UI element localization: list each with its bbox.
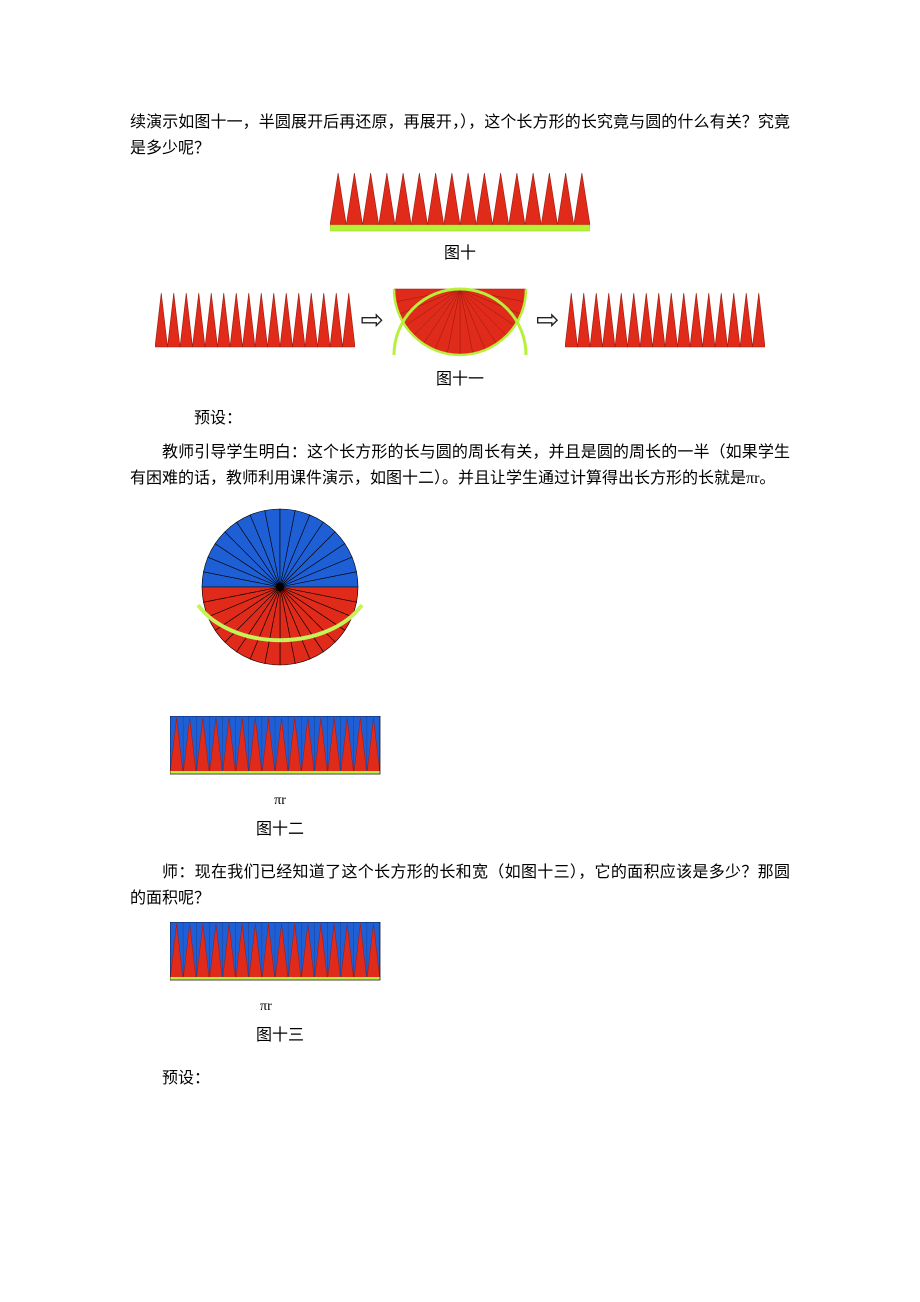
caption-11: 图十一 <box>130 367 790 393</box>
figure-11-mid <box>390 281 530 361</box>
preset-heading-1: 预设： <box>194 406 790 432</box>
paragraph-2: 教师引导学生明白：这个长方形的长与圆的周长有关，并且是圆的周长的一半（如果学生有… <box>130 440 790 491</box>
caption-13: 图十三 <box>170 1023 390 1049</box>
paragraph-1: 续演示如图十一，半圆展开后再还原，再展开，），这个长方形的长究竟与圆的什么有关？… <box>130 110 790 161</box>
figure-10-svg <box>330 171 590 235</box>
arrow-icon: ⇨ <box>534 298 561 343</box>
figure-11: ⇨ ⇨ <box>130 281 790 361</box>
figure-12-circle <box>170 501 390 701</box>
figure-11-right <box>565 291 765 351</box>
caption-12: 图十二 <box>170 817 390 843</box>
pi-r-label-12: πr <box>170 790 390 812</box>
arrow-icon: ⇨ <box>359 298 386 343</box>
figure-12: πr 图十二 <box>170 501 790 856</box>
figure-13: πr 图十三 <box>170 922 790 1063</box>
figure-12-rect <box>170 716 390 778</box>
pi-r-label-13: πr <box>170 996 480 1018</box>
figure-11-left <box>155 291 355 351</box>
paragraph-3: 师：现在我们已经知道了这个长方形的长和宽（如图十三），它的面积应该是多少？那圆的… <box>130 860 790 911</box>
caption-10: 图十 <box>130 241 790 267</box>
preset-heading-2: 预设： <box>130 1066 790 1092</box>
figure-10 <box>130 171 790 235</box>
figure-13-rect <box>170 922 390 984</box>
